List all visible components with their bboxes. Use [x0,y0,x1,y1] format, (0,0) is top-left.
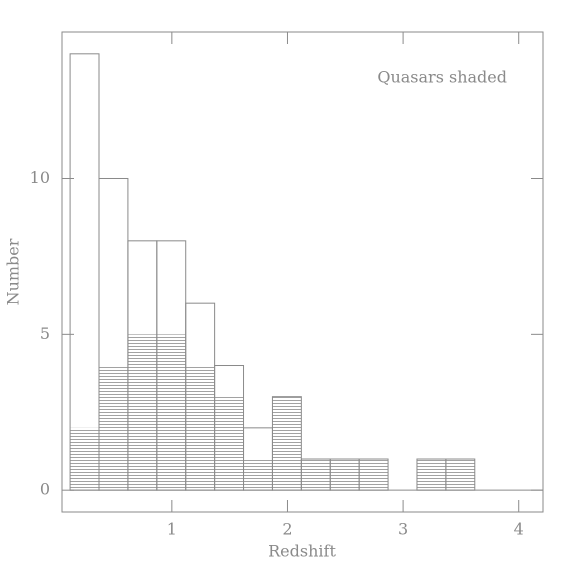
hatched-bar [243,459,273,491]
x-tick-label: 4 [514,520,524,539]
hatched-bar [70,427,99,491]
x-tick-label: 2 [282,520,292,539]
y-tick-label: 5 [40,324,50,343]
hatched-bar [359,459,389,491]
x-tick-label: 1 [167,520,177,539]
annotation: Quasars shaded [377,68,507,87]
hatched-bar [272,396,302,491]
hatched-bar [127,334,157,491]
hatched-bar [156,334,186,491]
plot-frame [61,31,544,513]
hatched-bar [445,459,475,491]
hatched-bar [214,396,244,491]
x-tick-label: 3 [398,520,408,539]
hatched-bar [330,459,360,491]
hatched-bar [416,459,446,491]
hatched-bar [99,365,128,491]
hatched-bar [185,365,215,491]
hatched-bar [301,459,331,491]
y-axis-label: Number [4,238,23,305]
x-axis-label: Redshift [268,542,336,561]
outline-bar [69,53,100,491]
y-tick-label: 10 [30,168,50,187]
y-tick-label: 0 [40,480,50,499]
